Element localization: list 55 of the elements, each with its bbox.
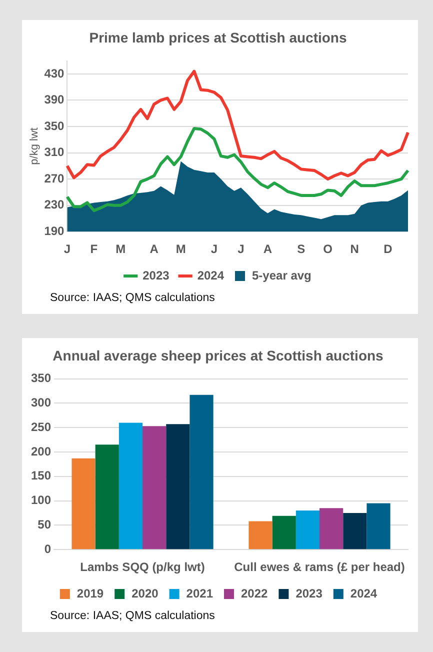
bar <box>296 510 320 550</box>
x-tick-label: A <box>263 242 272 256</box>
bar <box>343 513 367 550</box>
x-tick-label: Cull ewes & rams (£ per head) <box>234 560 405 574</box>
bar <box>95 444 119 550</box>
y-tick-label: 50 <box>38 518 52 532</box>
y-tick-label: 390 <box>44 92 65 107</box>
x-tick-label: D <box>384 242 393 256</box>
x-tick-label: S <box>297 242 306 256</box>
x-tick-label: J <box>64 242 71 256</box>
y-tick-label: 190 <box>44 224 65 238</box>
legend-label: 2021 <box>186 586 214 600</box>
x-tick-label: J <box>210 242 218 256</box>
bar <box>142 426 166 550</box>
chart-title: Annual average sheep prices at Scottish auctions <box>52 347 384 364</box>
bar <box>366 503 390 550</box>
x-tick-label: F <box>90 242 98 256</box>
y-tick-label: 430 <box>44 66 65 80</box>
legend-label: 5-year avg <box>252 268 312 282</box>
y-tick-label: 100 <box>30 493 52 508</box>
bar <box>248 521 272 550</box>
x-tick-label: A <box>150 242 159 256</box>
bar <box>118 422 143 550</box>
y-tick-label: 350 <box>30 371 52 386</box>
y-tick-label: 230 <box>44 198 65 212</box>
x-tick-label: O <box>323 242 332 256</box>
y-tick-label: 350 <box>44 118 65 133</box>
bar <box>320 508 344 550</box>
source-note: Source: IAAS; QMS calculations <box>50 292 216 304</box>
y-tick-label: 150 <box>30 468 52 483</box>
legend-label: 2024 <box>350 586 378 600</box>
source-note: Source: IAAS; QMS calculations <box>50 610 216 622</box>
legend-label: 2023 <box>142 268 170 282</box>
y-tick-label: 0 <box>44 542 52 556</box>
legend-label: 2019 <box>76 586 104 600</box>
x-tick-label: M <box>176 242 186 256</box>
y-axis-title: p/kg lwt <box>28 128 41 165</box>
x-tick-label: Lambs SQQ (p/kg lwt) <box>80 560 205 574</box>
bar <box>166 424 190 550</box>
bar <box>272 516 296 550</box>
legend-label: 2023 <box>296 586 323 600</box>
x-tick-label: M <box>116 242 126 256</box>
bar <box>190 394 214 550</box>
y-tick-label: 250 <box>30 420 52 434</box>
chart-title: Prime lamb prices at Scottish auctions <box>89 29 347 46</box>
y-tick-label: 200 <box>30 444 52 458</box>
x-tick-label: N <box>350 242 359 256</box>
x-tick-label: J <box>238 242 244 256</box>
y-tick-label: 300 <box>30 396 52 410</box>
bar <box>72 458 96 550</box>
legend-label: 2022 <box>241 586 268 600</box>
legend-label: 2024 <box>197 268 224 282</box>
y-tick-label: 310 <box>44 145 65 160</box>
legend-label: 2020 <box>132 586 159 600</box>
y-tick-label: 270 <box>44 171 65 186</box>
